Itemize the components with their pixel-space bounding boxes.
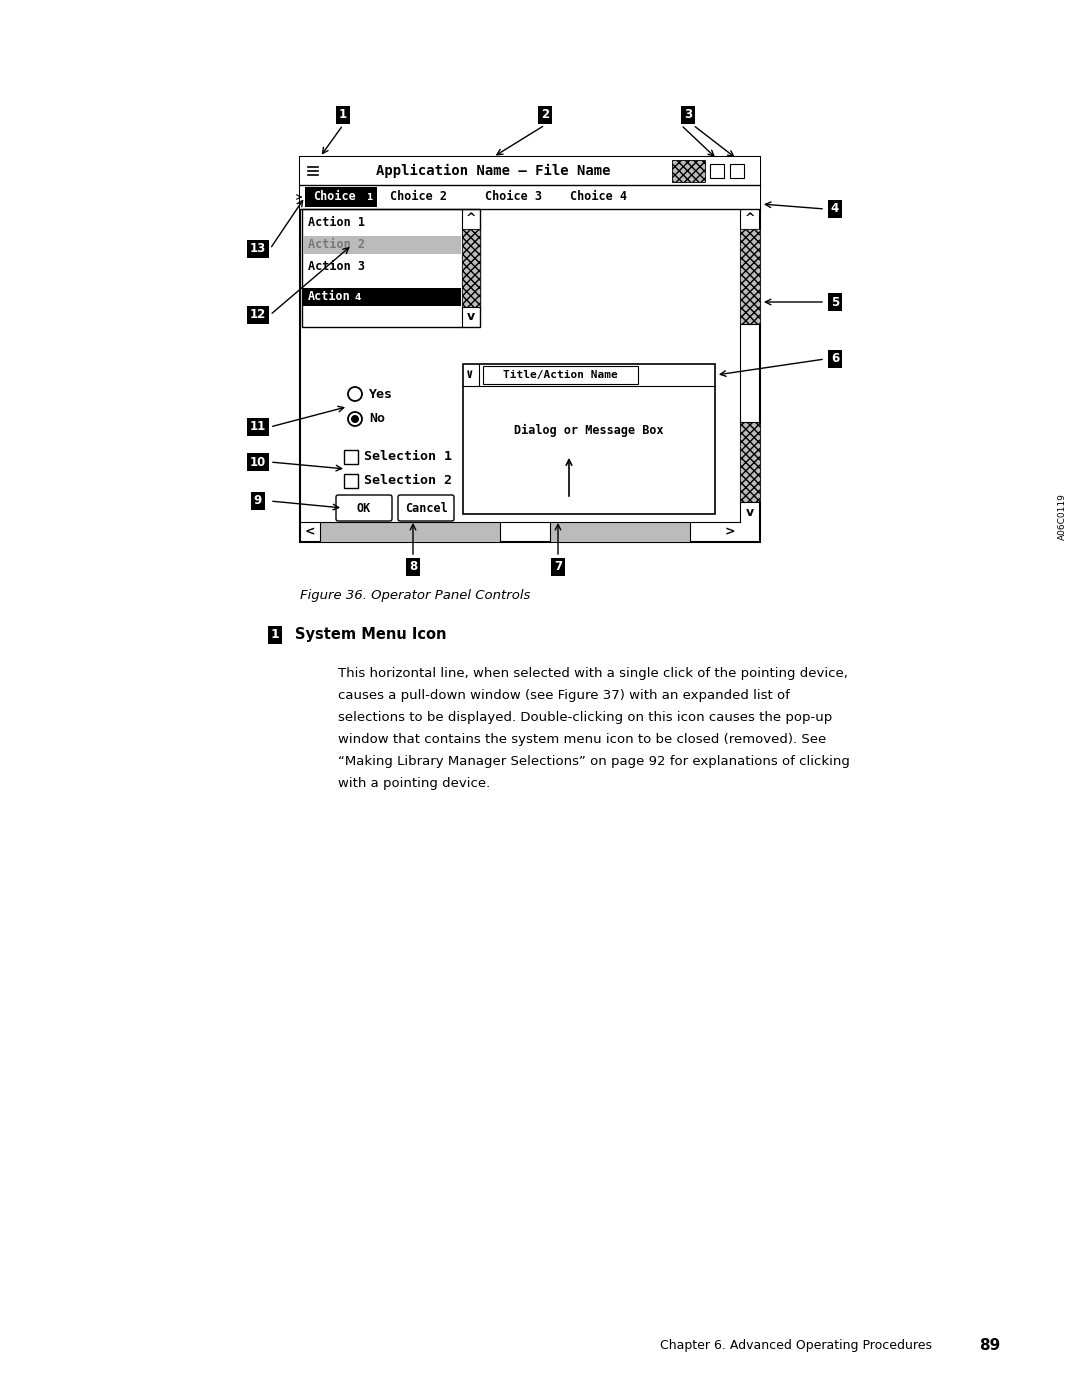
Text: 9: 9 <box>254 495 262 507</box>
Text: v: v <box>467 310 475 324</box>
Text: 7: 7 <box>554 560 562 574</box>
Text: Title/Action Name: Title/Action Name <box>503 370 618 380</box>
Bar <box>463 365 715 514</box>
Bar <box>672 161 705 182</box>
Text: Choice 2: Choice 2 <box>390 190 447 204</box>
Circle shape <box>351 415 359 423</box>
Text: Yes: Yes <box>369 387 393 401</box>
Text: Application Name – File Name: Application Name – File Name <box>376 163 610 177</box>
Text: No: No <box>369 412 384 426</box>
Text: “Making Library Manager Selections” on page 92 for explanations of clicking: “Making Library Manager Selections” on p… <box>338 754 850 768</box>
Text: 89: 89 <box>978 1337 1000 1352</box>
Bar <box>305 187 377 207</box>
Bar <box>740 229 760 324</box>
Bar <box>483 366 638 384</box>
Text: Chapter 6. Advanced Operating Procedures: Chapter 6. Advanced Operating Procedures <box>660 1338 932 1351</box>
Text: Choice 3: Choice 3 <box>485 190 542 204</box>
Bar <box>303 236 461 254</box>
Text: 3: 3 <box>684 109 692 122</box>
Text: Choice: Choice <box>313 190 356 204</box>
Text: 1: 1 <box>339 109 347 122</box>
Bar <box>550 522 690 542</box>
Bar <box>300 156 760 184</box>
Text: Action 2: Action 2 <box>308 239 365 251</box>
Text: 1: 1 <box>271 629 280 641</box>
Bar <box>302 210 480 327</box>
Text: Cancel: Cancel <box>405 502 447 514</box>
Bar <box>303 288 461 306</box>
Text: 4: 4 <box>355 292 361 302</box>
Bar <box>730 163 744 177</box>
Text: Action 1: Action 1 <box>308 217 365 229</box>
Text: 2: 2 <box>541 109 549 122</box>
Text: Action 3: Action 3 <box>308 260 365 274</box>
Text: window that contains the system menu icon to be closed (removed). See: window that contains the system menu ico… <box>338 733 826 746</box>
Text: This horizontal line, when selected with a single click of the pointing device,: This horizontal line, when selected with… <box>338 666 848 680</box>
Text: 13: 13 <box>249 243 266 256</box>
Bar <box>710 163 724 177</box>
Text: 8: 8 <box>409 560 417 574</box>
Text: ^: ^ <box>745 212 755 225</box>
Text: Selection 1: Selection 1 <box>364 450 453 464</box>
Text: OK: OK <box>356 502 372 514</box>
Text: 10: 10 <box>249 455 266 468</box>
Text: 5: 5 <box>831 296 839 309</box>
Text: >: > <box>725 525 735 538</box>
Text: Choice 4: Choice 4 <box>570 190 627 204</box>
Text: 1: 1 <box>366 193 373 201</box>
Bar <box>345 450 357 464</box>
Text: Figure 36. Operator Panel Controls: Figure 36. Operator Panel Controls <box>300 590 530 602</box>
Text: Dialog or Message Box: Dialog or Message Box <box>514 423 664 436</box>
Text: Selection 2: Selection 2 <box>364 475 453 488</box>
Text: selections to be displayed. Double-clicking on this icon causes the pop-up: selections to be displayed. Double-click… <box>338 711 833 724</box>
Text: Action: Action <box>308 291 351 303</box>
Text: A06C0119: A06C0119 <box>1057 493 1067 541</box>
Text: 11: 11 <box>249 420 266 433</box>
Text: 12: 12 <box>249 309 266 321</box>
Text: 4: 4 <box>831 203 839 215</box>
Text: v: v <box>746 506 754 518</box>
FancyBboxPatch shape <box>399 495 454 521</box>
Bar <box>300 156 760 542</box>
Text: ^: ^ <box>465 212 476 225</box>
FancyBboxPatch shape <box>336 495 392 521</box>
Text: System Menu Icon: System Menu Icon <box>295 627 446 643</box>
Text: with a pointing device.: with a pointing device. <box>338 777 490 789</box>
Bar <box>740 422 760 502</box>
Text: <: < <box>305 525 315 538</box>
Bar <box>320 522 500 542</box>
Bar <box>462 229 480 307</box>
Text: 6: 6 <box>831 352 839 366</box>
Bar <box>300 184 760 210</box>
Text: ∨: ∨ <box>467 369 474 381</box>
Bar <box>345 474 357 488</box>
Text: causes a pull-down window (see Figure 37) with an expanded list of: causes a pull-down window (see Figure 37… <box>338 689 789 703</box>
